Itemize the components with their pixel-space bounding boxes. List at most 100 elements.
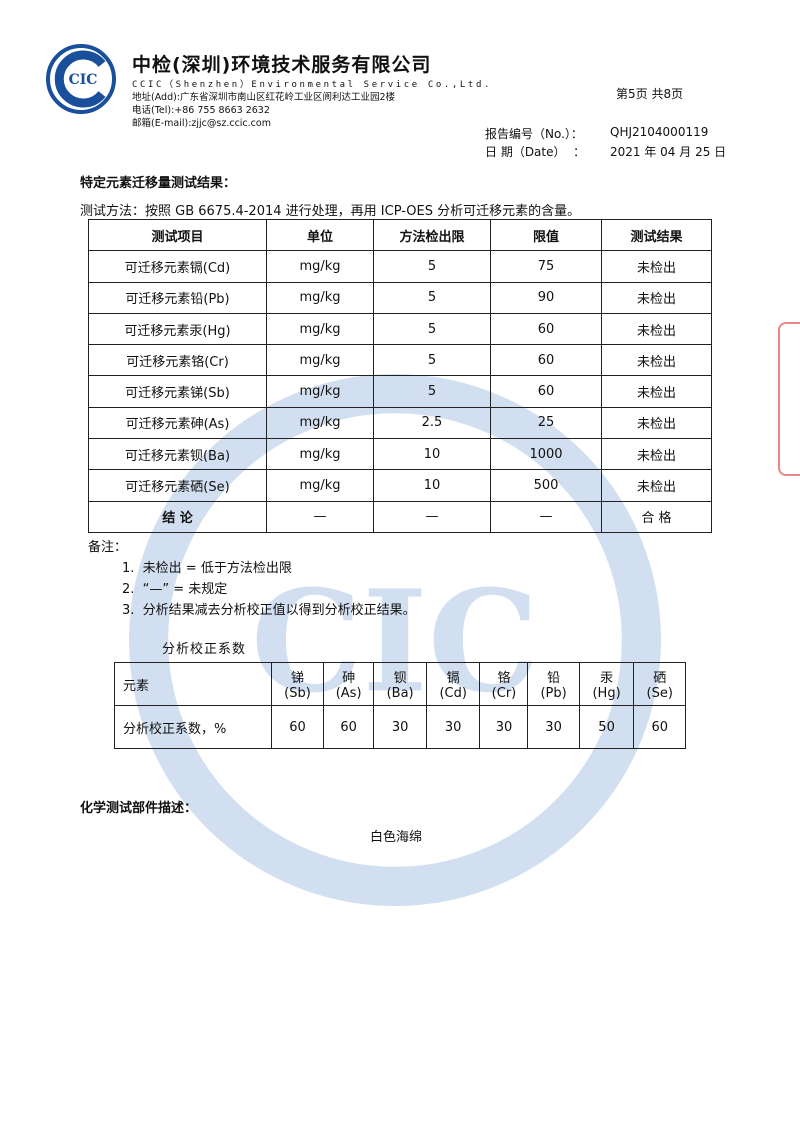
element-name: 汞 [600,671,614,686]
table-cell: 5 [373,281,491,314]
report-no-label: 报告编号（No.）： [485,127,583,141]
table-cell: 可迁移元素钡(Ba) [88,438,267,471]
table-cell: mg/kg [266,406,374,440]
table-cell: 未检出 [601,406,712,440]
element-symbol: (Cr) [491,686,517,701]
header-cell: 测试结果 [601,218,712,252]
table-row: 可迁移元素钡(Ba) mg/kg 10 1000 未检出 [88,438,712,471]
table-cell: mg/kg [266,438,374,471]
table-cell: 合 格 [601,500,712,533]
table-cell: 5 [373,250,491,283]
table-cell: 60 [490,375,602,408]
element-symbol: (Cd) [439,686,467,701]
table-cell: 5 [373,375,491,408]
note-item: 1. 未检出 = 低于方法检出限 [122,561,292,576]
table-row: 可迁移元素镉(Cd) mg/kg 5 75 未检出 [88,250,712,283]
correction-table-title: 分析校正系数 [162,642,247,657]
value-row: 分析校正系数，% 60 60 30 30 30 30 50 60 [114,705,686,749]
svg-text:CIC: CIC [69,72,98,88]
element-cell: 硒 (Se) [633,662,686,706]
note-item: 2. “—” = 未规定 [122,582,228,597]
factor-cell: 30 [479,705,529,749]
company-name: 中检(深圳)环境技术服务有限公司 [132,54,432,76]
table-cell: 可迁移元素汞(Hg) [88,312,267,346]
factor-cell: 60 [322,705,375,749]
table-cell: 可迁移元素硒(Se) [88,469,267,502]
section-title-migration: 特定元素迁移量测试结果： [80,176,237,191]
element-cell: 镉 (Cd) [425,662,481,706]
page-number: 第5页 共8页 [616,87,684,101]
table-row: 可迁移元素砷(As) mg/kg 2.5 25 未检出 [88,406,712,440]
table-row: 结 论 — — — 合 格 [88,500,712,533]
table-cell: 未检出 [601,375,712,408]
element-cell: 砷 (As) [322,662,375,706]
red-stamp [778,322,800,476]
table-row: 可迁移元素铅(Pb) mg/kg 5 90 未检出 [88,281,712,314]
element-symbol: (Hg) [592,686,621,701]
element-cell: 锑 (Sb) [271,662,324,706]
table-cell: mg/kg [266,375,374,408]
table-cell: 1000 [490,438,602,471]
table-cell: — [266,500,374,533]
table-cell: 未检出 [601,312,712,346]
table-cell: 可迁移元素铬(Cr) [88,344,267,377]
element-symbol: (Ba) [386,686,414,701]
factor-cell: 30 [425,705,481,749]
factor-cell: 50 [578,705,635,749]
table-cell: 可迁移元素锑(Sb) [88,375,267,408]
element-name: 铬 [497,671,511,686]
table-cell: 未检出 [601,250,712,283]
test-method: 测试方法：按照 GB 6675.4-2014 进行处理，再用 ICP-OES 分… [80,204,581,219]
factor-cell: 30 [527,705,580,749]
table-cell: mg/kg [266,312,374,346]
company-name-en: CCIC（Shenzhen）Environmental Service Co.,… [132,80,492,90]
table-cell: 可迁移元素镉(Cd) [88,250,267,283]
table-cell: 未检出 [601,469,712,502]
element-name: 锑 [290,671,304,686]
telephone: 电话(Tel):+86 755 8663 2632 [132,105,270,116]
notes-title: 备注： [88,540,128,555]
element-cell: 铅 (Pb) [527,662,580,706]
notes: 备注： 1. 未检出 = 低于方法检出限 2. “—” = 未规定 3. 分析结… [88,537,416,621]
element-symbol: (As) [335,686,362,701]
correction-factor-table: 元素 锑 (Sb) 砷 (As) 钡 (Ba) 镉 (Cd) 铬 (Cr) 铅 (Pb) 汞 (Hg) 硒(… [114,662,686,749]
table-cell: 60 [490,312,602,346]
table-cell: 25 [490,406,602,440]
report-no: QHJ2104000119 [610,125,709,139]
report-date: 2021 年 04 月 25 日 [610,145,727,159]
table-cell: 500 [490,469,602,502]
factor-cell: 30 [373,705,427,749]
table-cell: 5 [373,344,491,377]
table-cell: 2.5 [373,406,491,440]
element-name: 硒 [653,671,667,686]
element-cell: 铬 (Cr) [479,662,529,706]
table-cell: 未检出 [601,344,712,377]
row-label: 分析校正系数，% [114,705,272,749]
email: 邮箱(E-mail):zjjc@sz.ccic.com [132,118,271,129]
table-cell: mg/kg [266,344,374,377]
table-cell: 10 [373,469,491,502]
element-symbol: (Pb) [540,686,567,701]
part-description: 白色海绵 [370,830,423,845]
header-cell: 方法检出限 [373,218,491,252]
table-cell: 结 论 [88,500,267,533]
date-label: 日 期（Date） ： [485,145,586,159]
table-cell: 未检出 [601,438,712,471]
note-item: 3. 分析结果减去分析校正值以得到分析校正结果。 [122,603,416,618]
factor-cell: 60 [271,705,324,749]
table-cell: 可迁移元素砷(As) [88,406,267,440]
element-row: 元素 锑 (Sb) 砷 (As) 钡 (Ba) 镉 (Cd) 铬 (Cr) 铅 (Pb) 汞 (Hg) 硒(… [114,662,686,706]
element-name: 钡 [393,671,407,686]
element-symbol: (Sb) [284,686,311,701]
header-cell: 单位 [266,218,374,252]
header-cell: 限值 [490,218,602,252]
element-name: 镉 [446,671,460,686]
row-label: 元素 [114,662,272,706]
element-name: 铅 [547,671,561,686]
section-title-part: 化学测试部件描述： [80,801,198,816]
address: 地址(Add):广东省深圳市南山区红花岭工业区阆利达工业园2楼 [132,92,396,103]
table-cell: 5 [373,312,491,346]
table-header-row: 测试项目 单位 方法检出限 限值 测试结果 [88,218,712,252]
table-cell: — [373,500,491,533]
